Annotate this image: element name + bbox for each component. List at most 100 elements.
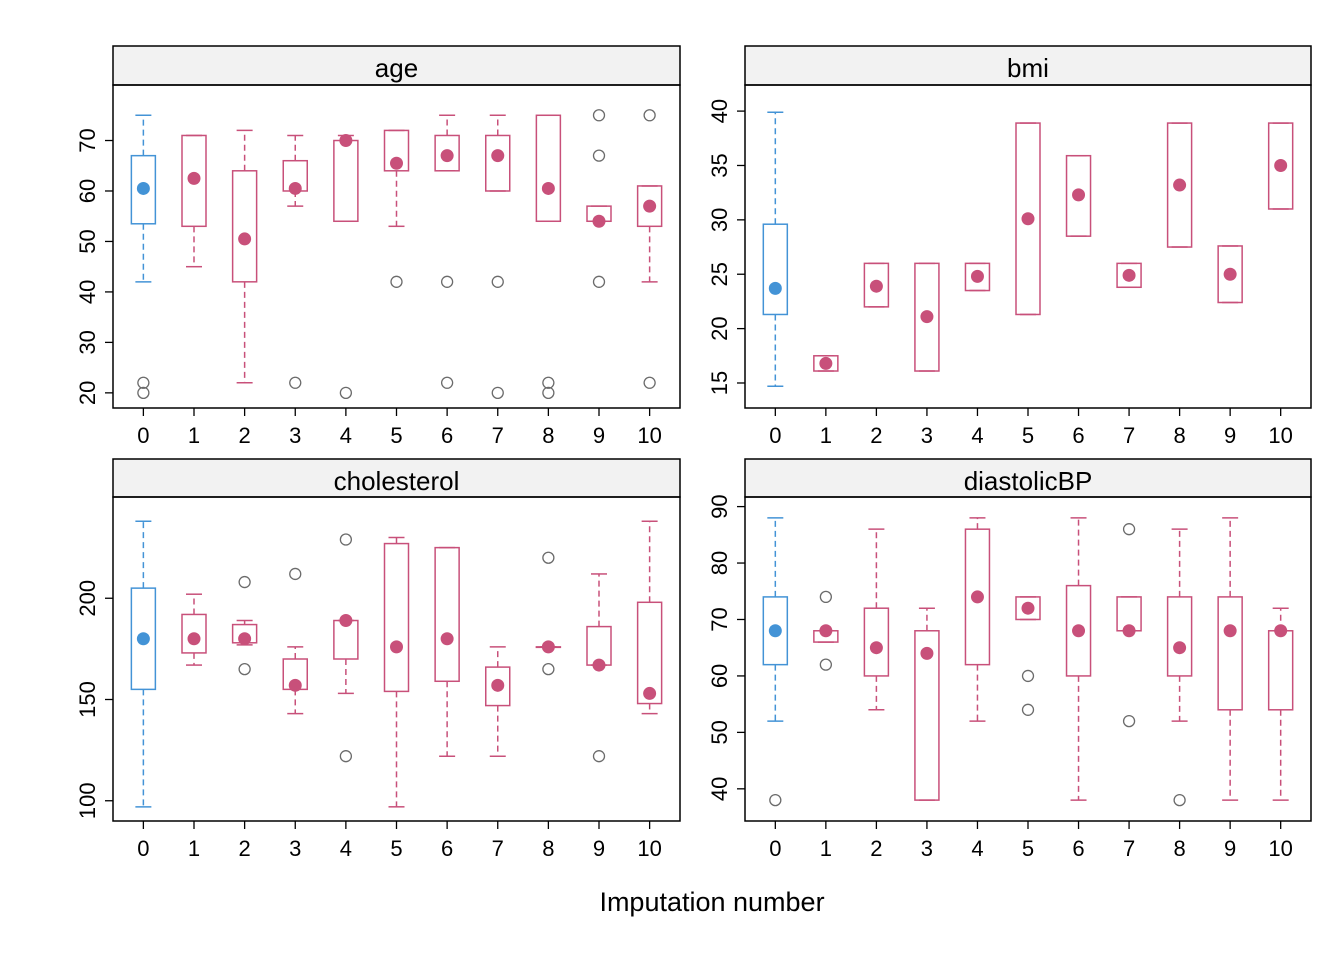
x-tick-label: 0: [769, 836, 781, 861]
y-tick-label: 40: [707, 99, 732, 123]
box-imputation-2: [231, 129, 258, 384]
box-iqr: [383, 129, 410, 172]
x-tick-label: 7: [1123, 423, 1135, 448]
outlier-point: [339, 533, 353, 546]
outlier-point: [1021, 703, 1035, 716]
outlier-point: [1021, 669, 1035, 683]
outlier-point: [643, 109, 656, 122]
median-dot: [1021, 212, 1035, 226]
box-imputation-5: [1015, 596, 1041, 716]
box-imputation-0: [130, 114, 157, 400]
median-dot: [238, 232, 252, 246]
y-tick-label: 150: [75, 681, 100, 718]
box-iqr: [485, 666, 511, 707]
x-tick-label: 2: [239, 423, 251, 448]
x-tick-label: 4: [971, 423, 983, 448]
box-imputation-3: [282, 134, 308, 389]
x-tick-label: 9: [593, 836, 605, 861]
outlier-point: [542, 551, 555, 564]
box-imputation-9: [586, 573, 612, 763]
y-tick-label: 70: [707, 607, 732, 631]
x-tick-label: 2: [870, 836, 882, 861]
y-tick-label: 50: [707, 720, 732, 744]
x-tick-label: 3: [921, 836, 933, 861]
box-iqr: [231, 170, 258, 283]
outlier-point: [137, 386, 150, 400]
box-imputation-2: [863, 262, 890, 308]
box-iqr: [1217, 596, 1243, 711]
outlier-point: [542, 386, 555, 400]
median-dot: [970, 269, 984, 283]
outlier-point: [592, 275, 606, 288]
y-tick-label: 35: [707, 153, 732, 177]
panel-strip: [744, 458, 1312, 498]
panel-strip: [744, 45, 1312, 86]
median-dot: [1072, 188, 1086, 202]
plot-frame: [744, 496, 1312, 822]
box-imputation-4: [964, 262, 991, 292]
y-tick-label: 60: [75, 179, 100, 203]
x-tick-label: 5: [1022, 423, 1034, 448]
median-dot: [970, 590, 984, 604]
box-imputation-1: [813, 355, 839, 372]
box-imputation-4: [964, 517, 991, 722]
y-tick-label: 90: [707, 494, 732, 518]
x-tick-label: 1: [820, 423, 832, 448]
x-tick-label: 7: [492, 423, 504, 448]
y-tick-label: 80: [707, 551, 732, 575]
outlier-point: [440, 376, 454, 389]
box-iqr: [914, 630, 940, 801]
box-imputation-8: [535, 551, 562, 676]
outlier-point: [289, 567, 302, 581]
box-imputation-2: [863, 528, 890, 711]
outlier-point: [592, 750, 606, 763]
panel-title: bmi: [1007, 53, 1049, 83]
box-iqr: [434, 134, 460, 172]
box-imputation-4: [333, 134, 359, 400]
box-imputation-2: [231, 575, 258, 676]
x-tick-label: 3: [289, 423, 301, 448]
box-iqr: [181, 613, 207, 654]
median-dot: [136, 632, 150, 646]
y-tick-label: 25: [707, 262, 732, 286]
x-tick-label: 8: [1173, 423, 1185, 448]
outlier-point: [592, 149, 606, 162]
median-dot: [1122, 624, 1136, 638]
median-dot: [643, 199, 657, 213]
x-tick-label: 3: [921, 423, 933, 448]
x-tick-label: 4: [340, 836, 352, 861]
median-dot: [592, 214, 606, 228]
box-imputation-1: [181, 593, 207, 666]
median-dot: [187, 171, 201, 185]
median-dot: [819, 624, 833, 638]
y-tick-label: 20: [75, 381, 100, 405]
median-dot: [390, 156, 403, 170]
box-iqr: [964, 262, 991, 292]
box-imputation-0: [762, 517, 789, 807]
outlier-point: [238, 662, 251, 676]
y-tick-label: 30: [75, 330, 100, 354]
outlier-point: [440, 275, 454, 288]
outlier-point: [137, 376, 150, 389]
box-iqr: [1267, 122, 1294, 210]
box-iqr: [762, 223, 789, 316]
box-iqr: [1166, 122, 1193, 248]
box-iqr: [914, 262, 940, 372]
median-dot: [187, 632, 201, 646]
box-iqr: [762, 596, 789, 666]
median-dot: [1274, 624, 1288, 638]
median-dot: [1072, 624, 1086, 638]
x-tick-label: 9: [1224, 423, 1236, 448]
box-iqr: [636, 185, 663, 228]
box-imputation-1: [813, 590, 839, 671]
outlier-point: [491, 275, 504, 288]
outlier-point: [592, 109, 606, 122]
x-tick-label: 0: [137, 836, 149, 861]
median-dot: [440, 632, 454, 646]
box-iqr: [863, 262, 890, 308]
median-dot: [440, 149, 454, 163]
box-iqr: [1015, 122, 1041, 316]
plot-frame: [112, 84, 681, 409]
panel-age: age 20 30 40 50 60 70 0 1 2 3 4 5 6 7 8 9 10: [75, 45, 681, 448]
box-imputation-10: [636, 520, 663, 715]
